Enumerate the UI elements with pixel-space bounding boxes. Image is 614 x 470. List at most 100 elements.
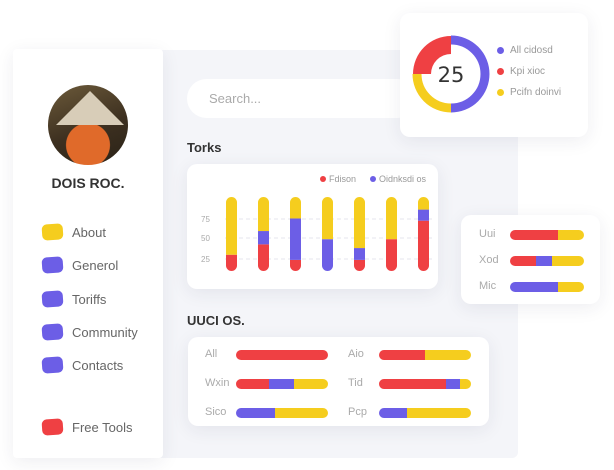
bar-segment-red <box>386 239 397 271</box>
bar-segment-yellow <box>552 256 584 266</box>
bar-segment-red <box>258 244 269 271</box>
bar-segment-purple <box>418 209 429 221</box>
stacked-bar-chart: 75 50 25 <box>201 197 432 271</box>
avatar <box>48 85 128 165</box>
bar-segment-red <box>418 220 429 271</box>
sidebar-item-toriffs[interactable]: Toriffs <box>41 290 107 308</box>
sidebar-item-free-tools[interactable]: Free Tools <box>41 418 133 436</box>
bar-segment-red <box>510 230 559 240</box>
bar-segment-purple <box>322 239 333 271</box>
sidebar-item-label: Community <box>72 324 138 340</box>
bar-segment-yellow <box>354 197 365 249</box>
row-label: Sico <box>205 406 227 418</box>
sidebar-item-contacts[interactable]: Contacts <box>41 356 124 374</box>
bar-segment-purple <box>258 231 269 245</box>
legend-label: Kpi xioc <box>510 66 546 77</box>
row-label: Wxin <box>205 377 230 389</box>
avatar-hat <box>56 91 124 125</box>
donut-center-value: 25 <box>438 63 465 87</box>
donut-slice-yellow <box>412 73 452 113</box>
legend-dot <box>497 68 504 75</box>
bar-segment-purple <box>269 379 294 389</box>
bar-segment-yellow <box>226 197 237 255</box>
legend-oidnksdi: Oidnksdi os <box>369 174 426 184</box>
bar-segment-purple <box>354 248 365 260</box>
bar-segment-purple <box>446 379 460 389</box>
side-bar <box>510 256 584 266</box>
bar-segment-purple <box>290 218 301 260</box>
uuci-bar <box>236 408 328 418</box>
nav-blob-icon <box>41 323 64 341</box>
bar-segment-yellow <box>459 379 471 389</box>
torks-title: Torks <box>187 140 222 155</box>
side-bar <box>510 282 584 292</box>
donut-card: 25 All cidosd Kpi xioc Pcifn doinvi <box>400 13 588 137</box>
uuci-bar <box>379 379 471 389</box>
bar-3 <box>290 197 301 271</box>
bar-segment-yellow <box>558 282 584 292</box>
bar-segment-yellow <box>386 197 397 240</box>
donut-legend-item: Kpi xioc <box>497 66 561 77</box>
bar-segment-red <box>226 254 237 271</box>
bar-segment-yellow <box>322 197 333 240</box>
sidebar-item-label: Toriffs <box>72 291 107 307</box>
bar-segment-red <box>236 379 270 389</box>
nav-blob-icon <box>41 356 64 374</box>
bar-segment-red <box>236 350 328 360</box>
uuci-bar <box>379 350 471 360</box>
nav-blob-icon <box>41 256 64 274</box>
sidebar-item-about[interactable]: About <box>41 223 106 241</box>
bar-segment-red <box>510 256 536 266</box>
legend-dot-red <box>319 176 326 182</box>
sidebar-item-generol[interactable]: Generol <box>41 256 119 274</box>
bar-segment-purple <box>510 282 559 292</box>
legend-dot-purple <box>369 176 376 182</box>
legend-dot <box>497 47 504 54</box>
y-tick-label: 50 <box>201 234 210 243</box>
uuci-title: UUCI OS. <box>187 313 245 328</box>
bar-segment-yellow <box>274 408 328 418</box>
legend-label: Fdison <box>328 174 356 184</box>
uuci-bar <box>236 350 328 360</box>
uuci-bar <box>236 379 328 389</box>
sidebar-item-label: Free Tools <box>72 419 133 435</box>
nav-blob-icon <box>41 290 64 308</box>
side-bars-card: Uui Xod Mic <box>461 215 600 304</box>
uuci-bar <box>379 408 471 418</box>
legend-fdison: Fdison <box>319 174 356 184</box>
bar-segment-yellow <box>293 379 328 389</box>
search-input[interactable]: Search... <box>187 79 417 118</box>
bar-6 <box>386 197 397 271</box>
sidebar-item-community[interactable]: Community <box>41 323 138 341</box>
bar-4 <box>322 197 333 271</box>
profile-name: DOIS ROC. <box>51 175 125 191</box>
legend-dot <box>497 89 504 96</box>
sidebar-item-label: Contacts <box>72 357 124 373</box>
bar-segment-purple <box>535 256 553 266</box>
bar-segment-yellow <box>425 350 471 360</box>
row-label: Mic <box>479 280 497 292</box>
row-label: Pcp <box>348 406 367 418</box>
bar-segment-purple <box>379 408 407 418</box>
nav-blob-icon <box>41 418 64 436</box>
bar-segment-red <box>379 350 425 360</box>
donut-chart: 25 <box>412 35 490 113</box>
bar-segment-yellow <box>406 408 471 418</box>
row-label: Xod <box>479 254 499 266</box>
bar-segment-red <box>290 259 301 271</box>
donut-legend-item: All cidosd <box>497 45 561 56</box>
legend-label: All cidosd <box>510 45 553 56</box>
row-label: All <box>205 348 218 360</box>
uuci-card: All Aio Wxin Tid Sico Pcp <box>188 337 489 426</box>
sidebar-item-label: About <box>72 224 106 240</box>
bar-segment-red <box>379 379 447 389</box>
row-label: Uui <box>479 228 496 240</box>
bar-5 <box>354 197 365 271</box>
row-label: Tid <box>348 377 363 389</box>
legend-label: Pcifn doinvi <box>510 87 562 98</box>
bar-segment-yellow <box>558 230 584 240</box>
donut-slice-purple <box>450 35 490 113</box>
sidebar-item-label: Generol <box>72 257 119 273</box>
y-tick-label: 25 <box>201 255 210 264</box>
donut-slice-red <box>413 36 451 74</box>
